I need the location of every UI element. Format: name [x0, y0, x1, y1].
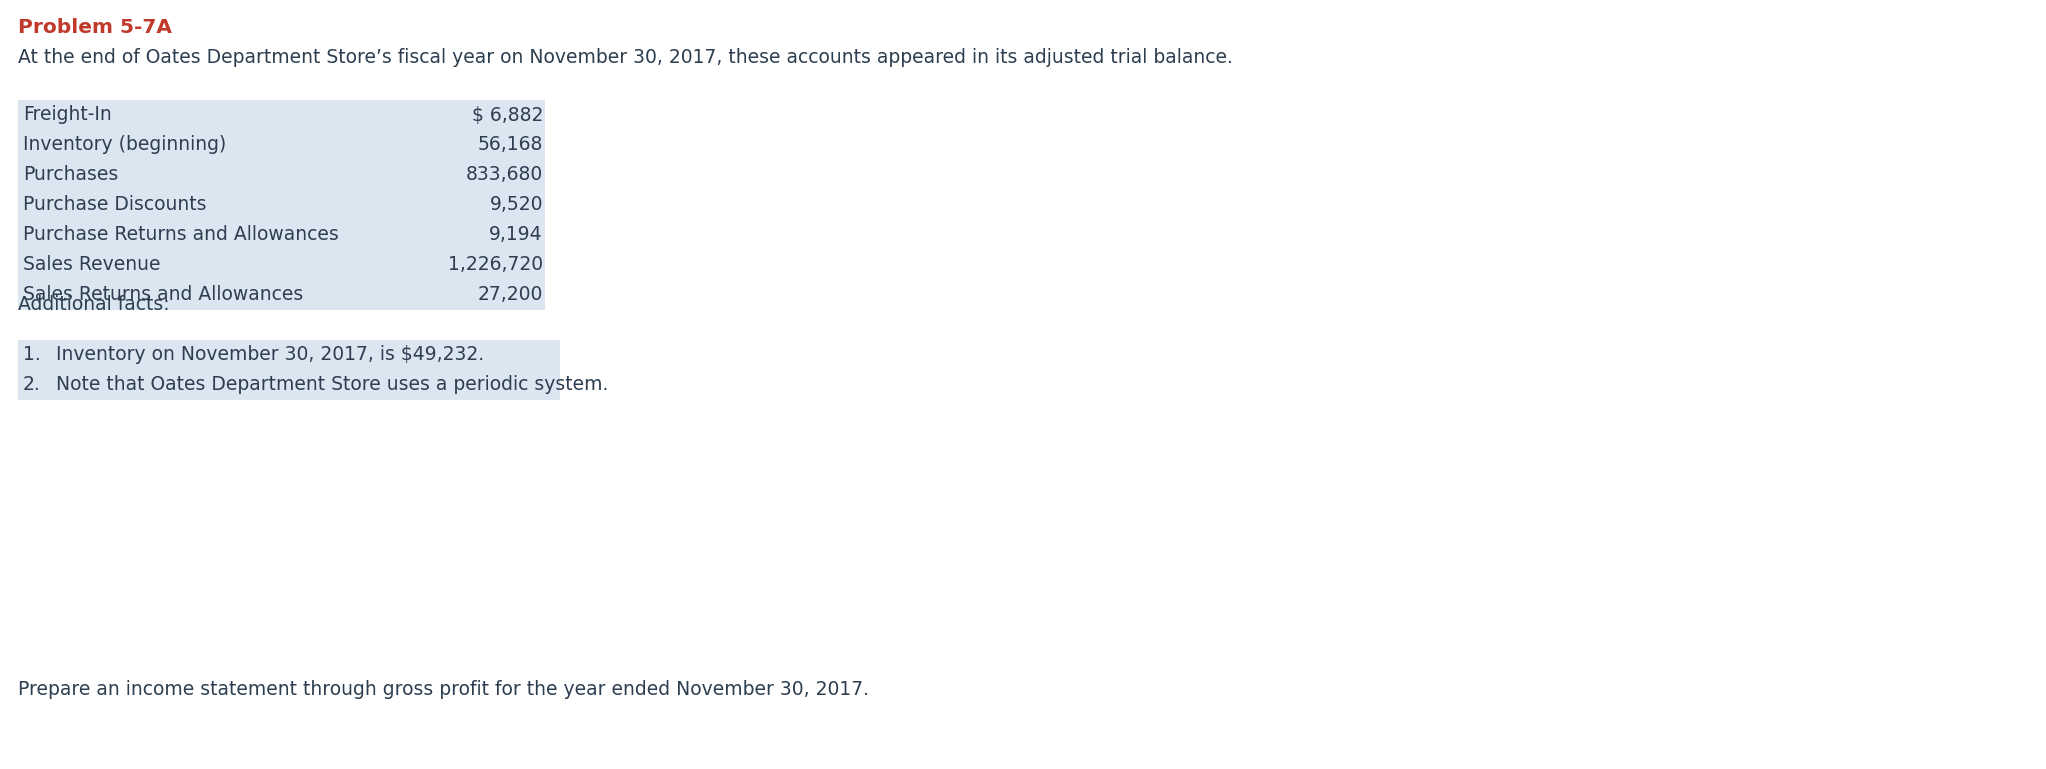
Text: Sales Revenue: Sales Revenue [23, 255, 160, 275]
Text: 56,168: 56,168 [477, 135, 542, 155]
Bar [18, 190, 544, 220]
Text: Prepare an income statement through gross profit for the year ended November 30,: Prepare an income statement through gros… [18, 680, 870, 699]
Bar [18, 220, 544, 250]
Text: Freight-In: Freight-In [23, 105, 113, 125]
Bar [18, 340, 561, 370]
Bar [18, 280, 544, 310]
Text: Inventory (beginning): Inventory (beginning) [23, 135, 227, 155]
Text: Additional facts:: Additional facts: [18, 295, 170, 314]
Text: 2.: 2. [23, 375, 41, 394]
Text: Note that Oates Department Store uses a periodic system.: Note that Oates Department Store uses a … [55, 375, 608, 394]
Bar [18, 160, 544, 190]
Text: Purchases: Purchases [23, 165, 119, 185]
Text: Sales Returns and Allowances: Sales Returns and Allowances [23, 285, 303, 305]
Text: At the end of Oates Department Store’s fiscal year on November 30, 2017, these a: At the end of Oates Department Store’s f… [18, 48, 1234, 67]
Text: $ 6,882: $ 6,882 [473, 105, 542, 125]
Text: 9,520: 9,520 [489, 195, 542, 215]
Bar [18, 130, 544, 160]
Text: 833,680: 833,680 [466, 165, 542, 185]
Text: Purchase Returns and Allowances: Purchase Returns and Allowances [23, 225, 340, 245]
Text: Inventory on November 30, 2017, is $49,232.: Inventory on November 30, 2017, is $49,2… [55, 345, 485, 365]
Text: 9,194: 9,194 [489, 225, 542, 245]
Text: 27,200: 27,200 [477, 285, 542, 305]
Text: 1.: 1. [23, 345, 41, 365]
Text: 1,226,720: 1,226,720 [448, 255, 542, 275]
Bar [18, 370, 561, 400]
Text: Problem 5-7A: Problem 5-7A [18, 18, 172, 37]
Text: Purchase Discounts: Purchase Discounts [23, 195, 207, 215]
Bar [18, 100, 544, 130]
Bar [18, 250, 544, 280]
